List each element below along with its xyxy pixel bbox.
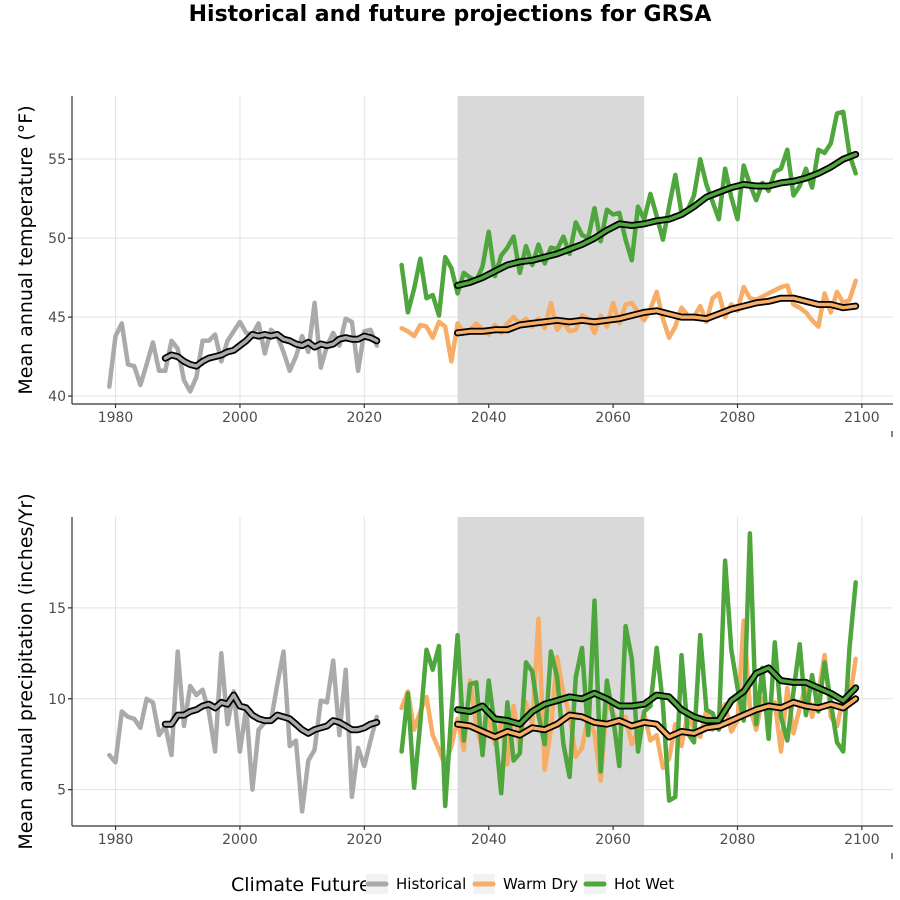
rolling-mean-fill <box>455 296 858 335</box>
legend-title: Climate Future <box>231 874 371 896</box>
chart-title: Historical and future projections for GR… <box>189 2 712 27</box>
x-tick-label: 2060 <box>595 832 631 848</box>
y-tick-label: 40 <box>48 389 66 405</box>
legend-label: Hot Wet <box>614 875 674 893</box>
rolling-mean-fill <box>455 666 858 726</box>
x-tick-label: 2000 <box>222 410 258 426</box>
y-tick-label: 50 <box>48 231 66 247</box>
rolling-mean-fill <box>455 152 858 288</box>
hot-wet-rolling-mean-line <box>454 664 860 728</box>
legend-item-hot-wet: Hot Wet <box>583 874 674 894</box>
legend-label: Warm Dry <box>503 875 578 893</box>
y-axis-label: Mean annual temperature (°F) <box>15 105 37 394</box>
x-tick-label: 2000 <box>222 832 258 848</box>
warm-dry-rolling-mean-line <box>454 294 860 337</box>
warm-dry-line <box>399 278 858 364</box>
legend-item-warm-dry: Warm Dry <box>472 874 578 894</box>
x-tick-label: 1980 <box>98 410 134 426</box>
x-tick-label: 2020 <box>347 832 383 848</box>
x-tick-label: 2100 <box>844 832 880 848</box>
y-tick-label: 55 <box>48 152 66 168</box>
y-tick-label: 10 <box>48 692 66 708</box>
x-tick-label: 2100 <box>844 410 880 426</box>
legend-label: Historical <box>396 875 466 893</box>
y-tick-label: 45 <box>48 310 66 326</box>
x-tick-label: 2040 <box>471 832 507 848</box>
warm-dry-rolling-mean-line <box>454 695 860 741</box>
y-tick-label: 15 <box>48 601 66 617</box>
hot-wet-rolling-mean-line <box>454 150 860 289</box>
historical-rolling-mean-line <box>161 691 381 737</box>
x-tick-label: 2020 <box>347 410 383 426</box>
temperature-panel: 1980 2000 2020 2040 2060 2080 2100 40 45 50 55 Mean… <box>15 96 893 437</box>
historical-rolling-mean-line <box>161 331 381 370</box>
precipitation-panel: 1980 2000 2020 2040 2060 2080 2100 5 10 15 Mean an… <box>15 493 893 859</box>
rolling-mean-fill <box>163 332 379 368</box>
x-tick-label: 1980 <box>98 832 134 848</box>
historical-line <box>107 649 380 814</box>
y-tick-label: 5 <box>57 783 66 799</box>
rolling-mean-fill <box>163 693 379 736</box>
legend-item-historical: Historical <box>365 874 466 894</box>
x-tick-label: 2080 <box>720 410 756 426</box>
historical-line <box>107 300 380 394</box>
legend: Climate Future Historical Warm Dry Hot Wet <box>231 874 674 896</box>
x-tick-label: 2040 <box>471 410 507 426</box>
x-tick-label: 2080 <box>720 832 756 848</box>
rolling-mean-fill <box>455 697 858 739</box>
x-tick-label: 2060 <box>595 410 631 426</box>
y-axis-label: Mean annual precipitation (inches/Yr) <box>15 493 37 849</box>
